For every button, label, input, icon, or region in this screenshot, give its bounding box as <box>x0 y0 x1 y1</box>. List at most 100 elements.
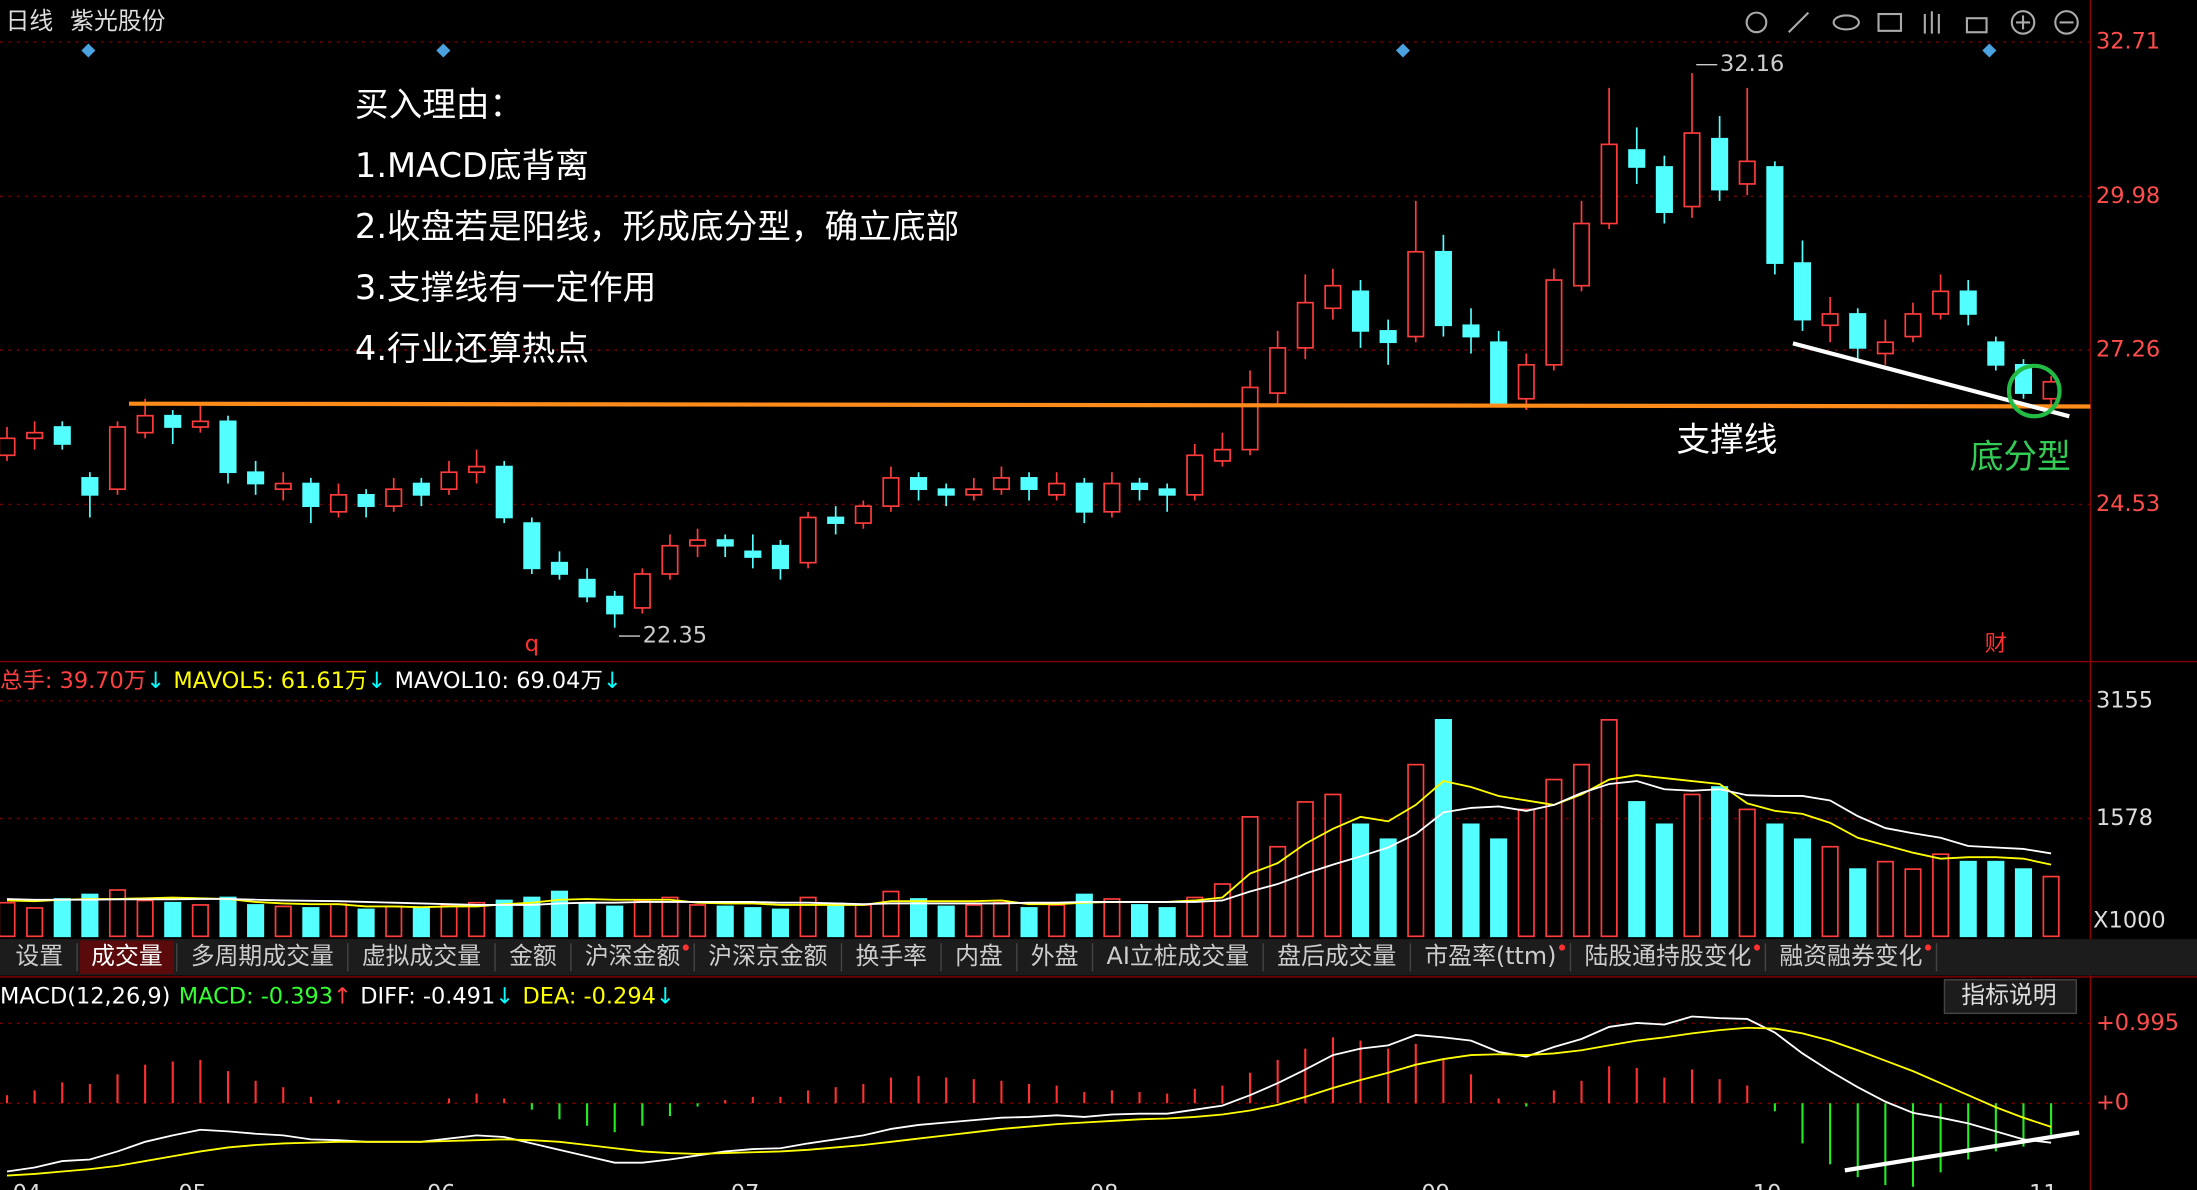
tab[interactable]: 沪深金额 <box>573 940 695 975</box>
event-marker: 财 <box>1985 631 2007 657</box>
candle-body <box>1904 313 1922 338</box>
candle-body <box>1048 482 1066 496</box>
trend-line <box>1792 341 2070 419</box>
candle-body <box>1407 250 1425 338</box>
x-tick-label: 08 <box>1090 1181 1119 1190</box>
volume-bar <box>2014 868 2033 938</box>
tab[interactable]: 融资融券变化 <box>1768 940 1938 975</box>
volume-bar <box>412 907 430 938</box>
volume-bar <box>1932 853 1950 938</box>
tab[interactable]: 多周期成交量 <box>179 940 349 975</box>
candle-body <box>0 437 16 457</box>
volume-bar <box>1462 823 1480 938</box>
icon[interactable] <box>1965 17 1988 34</box>
tab[interactable]: 设置 <box>4 940 78 975</box>
candle-body <box>965 488 983 496</box>
candle-body <box>247 471 265 485</box>
tab-background <box>1573 940 1763 975</box>
icon[interactable] <box>1745 11 1768 34</box>
volume-bar <box>1048 904 1066 938</box>
candle-body <box>1655 166 1673 214</box>
candle-body <box>1269 347 1287 394</box>
candle-body <box>1241 386 1259 451</box>
x-tick-label: 09 <box>1421 1181 1450 1190</box>
icon[interactable] <box>2016 15 2031 30</box>
candle-body <box>1158 488 1176 496</box>
plot: 24.53 27.26 29.98 32.71 1578 3155 X1000 +0 +0.99… <box>0 29 2179 1190</box>
tab-background <box>1413 940 1568 975</box>
icon[interactable] <box>1923 11 1940 34</box>
pattern-circle <box>2006 363 2062 419</box>
volume-bar <box>1296 801 1314 938</box>
candle-body <box>744 550 762 558</box>
icon[interactable] <box>1877 12 1903 32</box>
candle-body <box>136 414 154 434</box>
candle-body <box>108 426 127 491</box>
tab[interactable]: 外盘 <box>1019 940 1094 975</box>
volume-bar <box>1987 860 2005 938</box>
candle-body <box>1020 477 1038 491</box>
volume-bar <box>1793 838 1812 938</box>
volume-bar <box>81 893 99 938</box>
help-button[interactable]: 指标说明 <box>1961 981 2056 1009</box>
tab[interactable]: 沪深京金额 <box>697 940 843 975</box>
tab[interactable]: 盘后成交量 <box>1265 940 1412 975</box>
tab[interactable]: 金额 <box>497 940 572 975</box>
support-line <box>129 401 2091 409</box>
volume-bar <box>1849 868 1867 938</box>
macd-line <box>6 1026 2052 1177</box>
y-tick-label: 32.71 <box>2096 29 2160 55</box>
volume-bar <box>992 901 1010 938</box>
tab[interactable]: 成交量 <box>79 940 178 975</box>
candle-body <box>302 482 320 507</box>
candle-body <box>523 522 541 570</box>
tab-background <box>179 940 346 975</box>
y-tick-label: 3155 <box>2096 687 2153 713</box>
candle-body <box>329 494 348 513</box>
tab[interactable]: 内盘 <box>943 940 1018 975</box>
volume-bar <box>274 905 292 938</box>
tab[interactable]: 虚拟成交量 <box>350 940 496 975</box>
tab[interactable]: 市盈率(ttm) <box>1413 940 1572 975</box>
support-label: 支撑线 <box>1677 420 1778 459</box>
candle-body <box>1793 262 1812 321</box>
event-diamond[interactable] <box>436 43 451 58</box>
icon[interactable] <box>2010 10 2036 35</box>
candle-body <box>1987 341 2005 366</box>
volume-bar <box>716 905 734 938</box>
icon[interactable] <box>1832 14 1860 31</box>
candle-body <box>1849 313 1867 349</box>
candle-body <box>1545 279 1563 366</box>
candle-body <box>606 595 624 615</box>
volume-bar <box>1600 718 1618 938</box>
tab-background <box>1019 940 1090 975</box>
tab[interactable]: 陆股通持股变化 <box>1573 940 1767 975</box>
toolbar <box>1745 10 2079 35</box>
tab-background <box>943 940 1014 975</box>
x-tick-label: 07 <box>731 1181 760 1190</box>
volume-bar <box>1711 786 1729 938</box>
tab[interactable]: AI立桩成交量 <box>1095 940 1264 975</box>
event-diamond[interactable] <box>1982 43 1997 58</box>
volume-bar <box>1545 778 1563 938</box>
candle-body <box>495 465 513 519</box>
volume-bar <box>191 904 209 938</box>
annotation: 买入理由： <box>355 85 523 124</box>
candle-body <box>1600 143 1618 225</box>
candle-body <box>1130 482 1149 491</box>
volume-bar <box>578 903 596 938</box>
volume-bar <box>1876 860 1894 938</box>
header-value: MACD: -0.393 <box>179 983 333 1009</box>
header-value: 总手: 39.70万 <box>0 668 146 694</box>
indicator-header: MACD(12,26,9) MACD: -0.393↑ DIFF: -0.491↓ D… <box>0 983 675 1009</box>
icon[interactable] <box>1788 11 1810 33</box>
icon[interactable] <box>2054 10 2079 35</box>
extreme-label: 32.16 <box>1720 51 1784 77</box>
tab-background <box>79 940 174 975</box>
tab[interactable]: 换手率 <box>844 940 942 975</box>
x-tick-label: 06 <box>427 1181 456 1190</box>
candle-body <box>578 578 596 598</box>
event-diamond[interactable] <box>81 43 96 58</box>
candle-body <box>550 561 569 575</box>
